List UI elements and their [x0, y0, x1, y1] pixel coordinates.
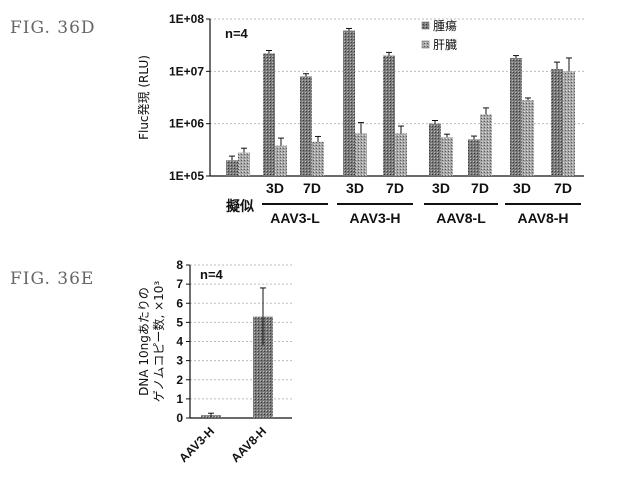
- n-annotation: n=4: [200, 267, 224, 282]
- bar-tumor: [468, 139, 480, 176]
- y-tick-label: 3: [176, 354, 183, 368]
- category-label: 3D: [432, 180, 450, 196]
- y-tick-label: 2: [176, 373, 183, 387]
- bar-tumor: [300, 76, 312, 176]
- bar-tumor: [510, 58, 522, 176]
- legend-label-tumor: 腫瘍: [433, 18, 457, 33]
- n-annotation: n=4: [225, 26, 249, 41]
- y-tick-label: 1E+07: [169, 64, 204, 78]
- bar-liver: [275, 146, 287, 176]
- group-label: AAV3-L: [270, 210, 320, 226]
- figure-label-36e: FIG. 36E: [10, 269, 94, 289]
- bar-liver: [480, 114, 492, 176]
- category-label: AAV3-H: [176, 424, 217, 465]
- figure-label-36d: FIG. 36D: [10, 18, 96, 38]
- y-tick-label: 5: [176, 315, 183, 329]
- y-tick-label: 6: [176, 296, 183, 310]
- group-label: AAV3-H: [349, 210, 400, 226]
- category-label: 3D: [513, 180, 531, 196]
- legend-label-liver: 肝臓: [433, 38, 457, 52]
- chart-genome-copies: 0 1 2 3 4 5 6 7 8 DNA 10ngあたりのゲノムコピー数, ×10³ n=4 AAV…: [137, 258, 292, 465]
- category-label: 3D: [266, 180, 284, 196]
- bar-liver: [312, 142, 324, 176]
- legend-swatch-tumor: [422, 22, 429, 29]
- bar-liver: [522, 100, 534, 176]
- bar-tumor: [383, 56, 395, 176]
- bar-tumor: [343, 31, 355, 176]
- group-label: AAV8-L: [436, 210, 486, 226]
- bar-liver: [238, 153, 250, 176]
- category-label: 7D: [471, 180, 489, 196]
- category-label: 7D: [554, 180, 572, 196]
- y-axis-title: Fluc発現 (RLU): [137, 55, 151, 140]
- y-axis-title-line: DNA 10ngあたりの: [137, 287, 151, 396]
- y-tick-label: 1E+06: [169, 117, 204, 131]
- chart-fluc-expression: 1E+05 1E+06 1E+07 1E+08 Fluc発現 (RLU) n=4 擬似 3D 7…: [137, 12, 584, 226]
- bar-tumor: [551, 69, 563, 176]
- y-tick-label: 8: [176, 258, 183, 272]
- category-label: 7D: [303, 180, 321, 196]
- group-label: AAV8-H: [517, 210, 568, 226]
- legend-swatch-liver: [422, 41, 429, 48]
- bar-tumor: [429, 124, 441, 176]
- y-tick-label: 0: [176, 411, 183, 425]
- y-tick-label: 1E+08: [169, 12, 204, 26]
- bar-liver: [441, 137, 453, 176]
- category-label: 擬似: [226, 198, 254, 214]
- figure-canvas: FIG. 36D FIG. 36E 1E+05 1E+06 1E+07 1E+08 Fl…: [0, 0, 640, 492]
- bar-liver: [395, 133, 407, 176]
- y-axis-title-line: ゲノムコピー数, ×10³: [151, 281, 166, 403]
- category-label: AAV8-H: [228, 424, 269, 465]
- y-tick-label: 1E+05: [169, 169, 204, 183]
- bar-tumor: [263, 53, 275, 176]
- category-label: 7D: [386, 180, 404, 196]
- bar-tumor: [226, 160, 238, 176]
- category-label: 3D: [346, 180, 364, 196]
- legend: 腫瘍肝臓: [422, 18, 457, 52]
- y-tick-label: 4: [176, 335, 183, 349]
- bar-liver: [563, 71, 575, 176]
- y-tick-label: 7: [176, 277, 183, 291]
- bar-liver: [355, 133, 367, 176]
- y-tick-label: 1: [176, 392, 183, 406]
